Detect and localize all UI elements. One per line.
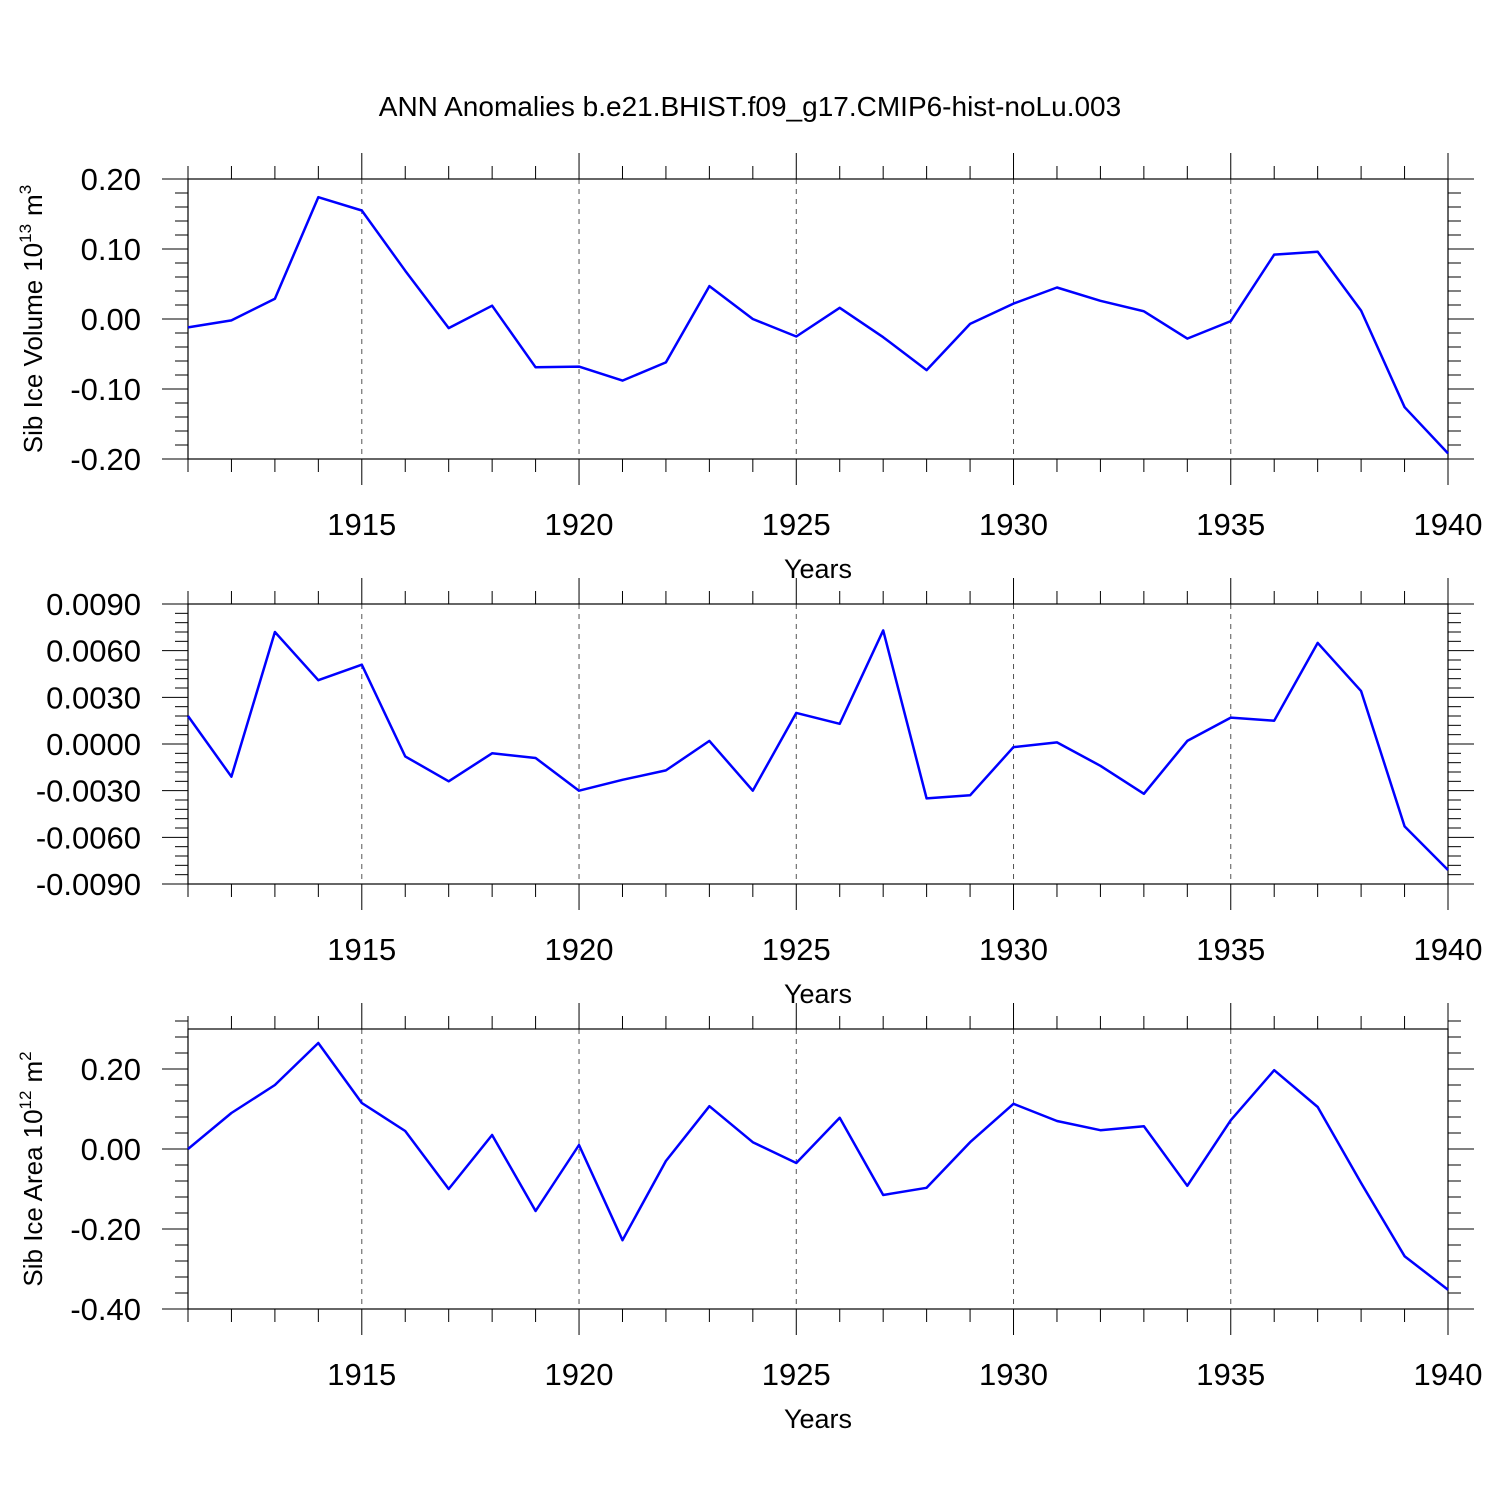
y-tick-label: -0.0030 [36, 774, 141, 809]
x-tick-label: 1930 [979, 932, 1048, 967]
x-tick-label: 1935 [1196, 507, 1265, 542]
panel-sib-ice-area: -0.40 -0.20 0.00 0.20 1915 1920 1925 1930 1935 19… [16, 1003, 1482, 1434]
y-tick-label: 0.00 [81, 1132, 141, 1167]
plot-frame [187, 603, 1449, 885]
y-tick-label: 0.20 [81, 162, 141, 197]
x-tick-label: 1925 [762, 932, 831, 967]
series-line [187, 195, 1449, 455]
x-tick-label: 1915 [327, 932, 396, 967]
y-tick-label: 0.20 [81, 1052, 141, 1087]
y-tick-label: -0.0060 [36, 820, 141, 855]
y-axis-label-text: Sib Ice Volume [18, 280, 48, 453]
chart-title: ANN Anomalies b.e21.BHIST.f09_g17.CMIP6-… [379, 91, 1121, 122]
x-axis-label: Years [784, 979, 852, 1009]
x-tick-label: 1940 [1414, 1357, 1483, 1392]
y-tick-label: -0.40 [70, 1292, 141, 1327]
y-tick-label: 0.0060 [46, 634, 141, 669]
y-axis-label: Sib Ice Area 1012 m2 [16, 1051, 48, 1286]
y-axis-label-meter-exponent: 3 [16, 185, 35, 194]
x-tick-label: 1935 [1196, 932, 1265, 967]
x-axis-label: Years [784, 554, 852, 584]
x-tick-label: 1940 [1414, 507, 1483, 542]
x-tick-label: 1915 [327, 507, 396, 542]
y-axis-label-meter: m [18, 194, 48, 216]
panel-sib-ice-volume: -0.20 -0.10 0.00 0.10 0.20 1915 1920 1925 1930 19… [16, 153, 1482, 584]
series-line [186, 629, 1449, 871]
plot-frame [187, 1028, 1449, 1310]
y-axis-label-unit: 10 [18, 243, 48, 272]
x-tick-label: 1920 [545, 1357, 614, 1392]
series-line [187, 1041, 1449, 1291]
y-tick-label: 0.10 [81, 232, 141, 267]
x-tick-label: 1935 [1196, 1357, 1265, 1392]
y-axis-label: Sib Ice Volume 1013 m3 [16, 185, 48, 453]
y-tick-label: 0.0000 [46, 727, 141, 762]
x-tick-label: 1930 [979, 507, 1048, 542]
y-axis-label-text: Sib Ice Area [18, 1146, 48, 1287]
x-tick-label: 1915 [327, 1357, 396, 1392]
x-tick-label: 1930 [979, 1357, 1048, 1392]
y-tick-label: -0.20 [70, 1212, 141, 1247]
y-axis-label-exponent: 13 [16, 224, 35, 243]
y-axis-label-exponent: 12 [16, 1091, 35, 1110]
y-tick-label: -0.20 [70, 442, 141, 477]
y-tick-label: 0.0030 [46, 680, 141, 715]
panel-sib-snow-volume: -0.0090 -0.0060 -0.0030 0.0000 0.0030 0.0060 0… [36, 578, 1483, 1009]
y-tick-label: 0.0090 [46, 587, 141, 622]
y-tick-label: -0.0090 [36, 867, 141, 902]
x-tick-label: 1925 [762, 507, 831, 542]
x-tick-label: 1940 [1414, 932, 1483, 967]
y-tick-label: -0.10 [70, 372, 141, 407]
y-tick-label: 0.00 [81, 302, 141, 337]
y-axis-label-meter-exponent: 2 [16, 1051, 35, 1060]
x-tick-label: 1925 [762, 1357, 831, 1392]
plot-frame [187, 178, 1449, 460]
y-axis-label-unit: 10 [18, 1109, 48, 1138]
x-tick-label: 1920 [545, 507, 614, 542]
x-axis-label: Years [784, 1404, 852, 1434]
x-tick-label: 1920 [545, 932, 614, 967]
y-axis-label-meter: m [18, 1061, 48, 1083]
